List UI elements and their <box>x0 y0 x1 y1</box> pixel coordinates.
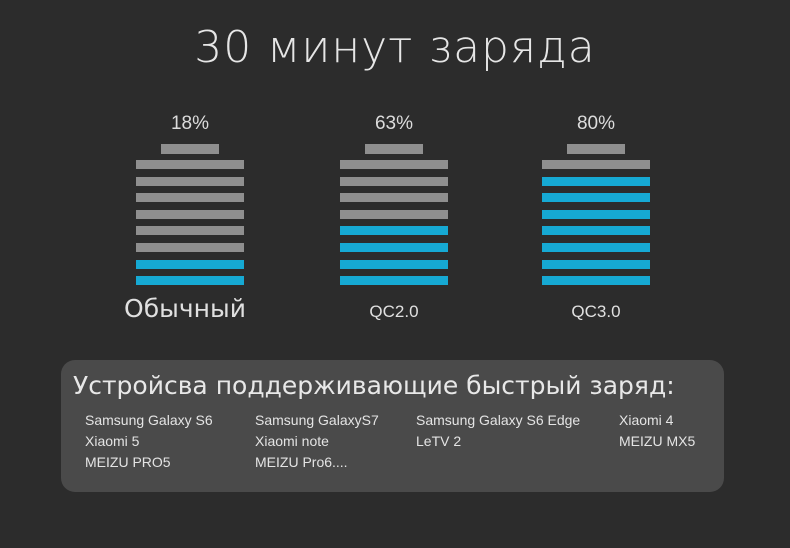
battery-segment-empty <box>136 242 244 252</box>
device-item: MEIZU Pro6.... <box>255 454 348 470</box>
page-title: 30 минут заряда <box>194 22 596 73</box>
battery-cap <box>161 144 219 154</box>
device-item: MEIZU PRO5 <box>85 454 171 470</box>
battery-cap <box>567 144 625 154</box>
battery-segments <box>542 160 650 286</box>
battery-label-standard: Обычный <box>124 294 246 323</box>
battery-segment-empty <box>136 193 244 203</box>
battery-segment-filled <box>340 276 448 286</box>
device-item: Samsung GalaxyS7 <box>255 412 379 428</box>
devices-panel: Устройсва поддерживающие быстрый заряд: … <box>61 360 724 492</box>
battery-segment-filled <box>542 242 650 252</box>
battery-segment-empty <box>340 160 448 169</box>
battery-segment-empty <box>136 226 244 236</box>
battery-percent: 18% <box>170 113 210 134</box>
battery-qc2: 63% <box>340 112 448 293</box>
battery-segment-filled <box>136 259 244 269</box>
battery-segment-empty <box>340 176 448 186</box>
battery-standard: 18% <box>136 112 244 293</box>
device-item: MEIZU MX5 <box>619 433 696 449</box>
device-item: LeTV 2 <box>416 433 462 449</box>
device-item: Xiaomi note <box>255 433 329 449</box>
battery-segment-filled <box>340 259 448 269</box>
battery-segment-filled <box>136 276 244 286</box>
battery-cap <box>365 144 423 154</box>
battery-segment-filled <box>542 176 650 186</box>
battery-segment-filled <box>542 226 650 236</box>
battery-segment-empty <box>340 209 448 219</box>
battery-qc3: 80% <box>542 112 650 293</box>
battery-percent: 63% <box>374 113 414 134</box>
device-item: Xiaomi 4 <box>619 412 674 428</box>
battery-segment-empty <box>542 160 650 169</box>
battery-segment-filled <box>542 259 650 269</box>
battery-segment-filled <box>542 209 650 219</box>
battery-segment-empty <box>136 176 244 186</box>
device-item: Samsung Galaxy S6 <box>85 412 213 428</box>
battery-segment-empty <box>136 160 244 169</box>
battery-segment-filled <box>542 276 650 286</box>
battery-segment-filled <box>340 226 448 236</box>
battery-label-qc3: QC3.0 <box>571 302 621 321</box>
battery-segments <box>136 160 244 286</box>
device-item: Samsung Galaxy S6 Edge <box>416 412 581 428</box>
battery-segment-empty <box>340 193 448 203</box>
device-item: Xiaomi 5 <box>85 433 140 449</box>
battery-percent: 80% <box>576 113 616 134</box>
battery-segment-empty <box>136 209 244 219</box>
battery-segment-filled <box>340 242 448 252</box>
battery-segments <box>340 160 448 286</box>
devices-panel-title: Устройсва поддерживающие быстрый заряд: <box>73 371 675 400</box>
battery-segment-filled <box>542 193 650 203</box>
battery-label-qc2: QC2.0 <box>369 302 419 321</box>
